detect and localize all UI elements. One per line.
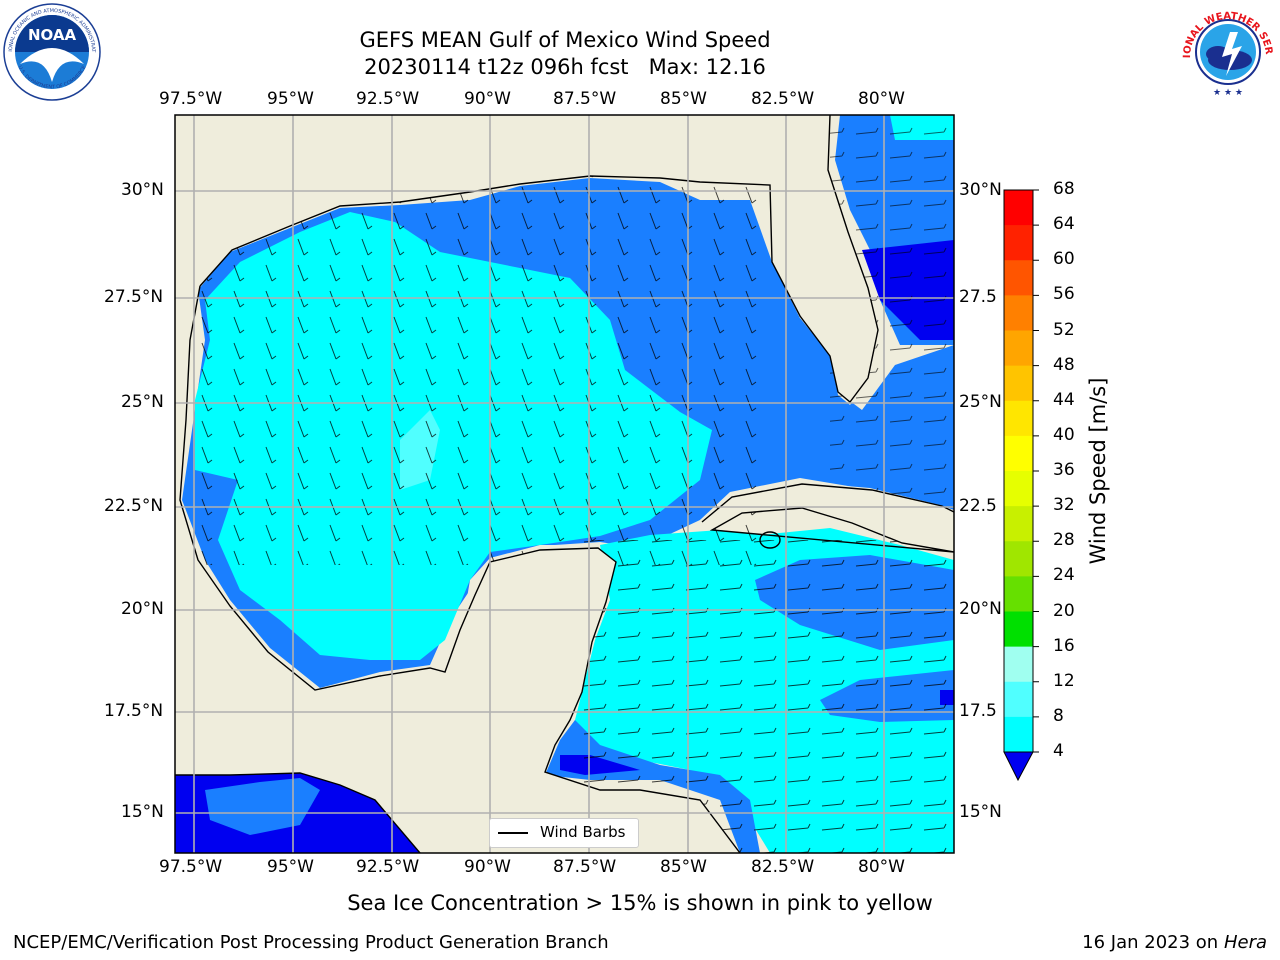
lat-label-right-22-5: 22.5	[959, 496, 997, 516]
lon-label-bottom-85: 85°W	[660, 857, 707, 877]
colorbar-tick-label: 24	[1053, 565, 1075, 586]
lon-label-top-85: 85°W	[660, 89, 707, 109]
colorbar-block	[1004, 435, 1033, 472]
lon-label-bottom-92-5: 92.5°W	[356, 857, 420, 877]
colorbar-tick-label: 44	[1053, 389, 1075, 410]
colorbar-block	[1004, 646, 1033, 683]
lon-label-bottom-80: 80°W	[858, 857, 905, 877]
lon-label-top-90: 90°W	[464, 89, 511, 109]
lon-label-top-95: 95°W	[267, 89, 314, 109]
lon-label-top-82-5: 82.5°W	[751, 89, 815, 109]
lon-label-top-97-5: 97.5°W	[159, 89, 223, 109]
colorbar-block	[1004, 295, 1033, 331]
footer-date-text: 16 Jan 2023 on	[1082, 932, 1219, 953]
colorbar-block	[1004, 190, 1033, 226]
colorbar-tick-label: 20	[1053, 600, 1075, 621]
colorbar-block	[1004, 506, 1033, 542]
colorbar-tick-label: 12	[1053, 670, 1075, 691]
lat-label-left-20: 20°N	[121, 599, 164, 619]
colorbar-tick-label: 52	[1053, 319, 1075, 340]
lon-label-top-87-5: 87.5°W	[553, 89, 617, 109]
lat-lon-grid	[175, 115, 954, 853]
colorbar	[1003, 189, 1039, 782]
colorbar-block	[1004, 330, 1033, 367]
colorbar-tick-label: 64	[1053, 214, 1075, 235]
colorbar-tick-label: 4	[1053, 741, 1064, 761]
colorbar-tick-label: 36	[1053, 460, 1075, 480]
lat-label-left-17-5: 17.5°N	[104, 701, 164, 721]
us-gulf-coast-land	[175, 115, 770, 690]
lat-label-right-15: 15°N	[959, 802, 1002, 822]
lon-label-bottom-97-5: 97.5°W	[159, 857, 223, 877]
lat-label-left-30: 30°N	[121, 180, 164, 200]
colorbar-block	[1004, 471, 1033, 507]
colorbar-tick-label: 68	[1053, 179, 1075, 199]
lat-label-right-17-5: 17.5	[959, 701, 997, 721]
lat-label-left-25: 25°N	[121, 392, 164, 412]
map-frame	[174, 114, 955, 854]
colorbar-tick-label: 32	[1053, 495, 1075, 516]
colorbar-tick-label: 48	[1053, 354, 1075, 375]
colorbar-extend-arrow	[1003, 751, 1034, 782]
colorbar-tick-label: 16	[1053, 635, 1075, 656]
colorbar-block	[1004, 681, 1033, 718]
lat-label-left-22-5: 22.5°N	[104, 496, 164, 516]
lat-label-right-25: 25°N	[959, 392, 1002, 412]
lon-label-bottom-90: 90°W	[464, 857, 511, 877]
colorbar-tick-label: 8	[1053, 705, 1064, 726]
lat-label-right-30: 30°N	[959, 180, 1002, 200]
colorbar-tick-label: 40	[1053, 424, 1075, 445]
colorbar-block	[1004, 541, 1033, 577]
lat-label-right-27-5: 27.5	[959, 287, 997, 307]
colorbar-block	[1004, 611, 1033, 648]
svg-text:★ ★ ★: ★ ★ ★	[1213, 88, 1243, 98]
lon-label-bottom-95: 95°W	[267, 857, 314, 877]
sea-ice-note: Sea Ice Concentration > 15% is shown in …	[347, 891, 933, 915]
footer-org: NCEP/EMC/Verification Post Processing Pr…	[13, 932, 609, 953]
nws-logo: NATIONAL WEATHER SERVICE ★ ★ ★	[1178, 2, 1276, 100]
lat-label-right-20: 20°N	[959, 599, 1002, 619]
colorbar-block	[1004, 225, 1033, 261]
legend: Wind Barbs	[489, 818, 639, 848]
noaa-logo: NOAA NATIONAL OCEANIC AND ATMOSPHERIC AD…	[2, 2, 101, 101]
map-subtitle: 20230114 t12z 096h fcst Max: 12.16	[364, 55, 766, 79]
colorbar-title: Wind Speed [m/s]	[1086, 377, 1110, 565]
colorbar-tick-label: 28	[1053, 530, 1075, 551]
map-title: GEFS MEAN Gulf of Mexico Wind Speed	[359, 28, 771, 52]
legend-label: Wind Barbs	[540, 823, 626, 841]
colorbar-block	[1004, 400, 1033, 437]
lon-label-top-92-5: 92.5°W	[356, 89, 420, 109]
colorbar-tick-label: 60	[1053, 249, 1075, 270]
lon-label-bottom-87-5: 87.5°W	[553, 857, 617, 877]
footer-machine: Hera	[1223, 932, 1267, 953]
lon-label-bottom-82-5: 82.5°W	[751, 857, 815, 877]
lat-label-left-27-5: 27.5°N	[104, 287, 164, 307]
svg-text:NOAA: NOAA	[28, 26, 77, 44]
colorbar-block	[1004, 576, 1033, 612]
colorbar-tick-label: 56	[1053, 284, 1075, 305]
colorbar-block	[1004, 260, 1033, 296]
colorbar-block	[1004, 365, 1033, 402]
colorbar-block	[1004, 716, 1033, 753]
lat-label-left-15: 15°N	[121, 802, 164, 822]
pacific-wind-4-8	[205, 778, 320, 835]
lon-label-top-80: 80°W	[858, 89, 905, 109]
legend-line-sample	[498, 832, 528, 834]
footer-date: 16 Jan 2023 on Hera	[1082, 932, 1267, 953]
